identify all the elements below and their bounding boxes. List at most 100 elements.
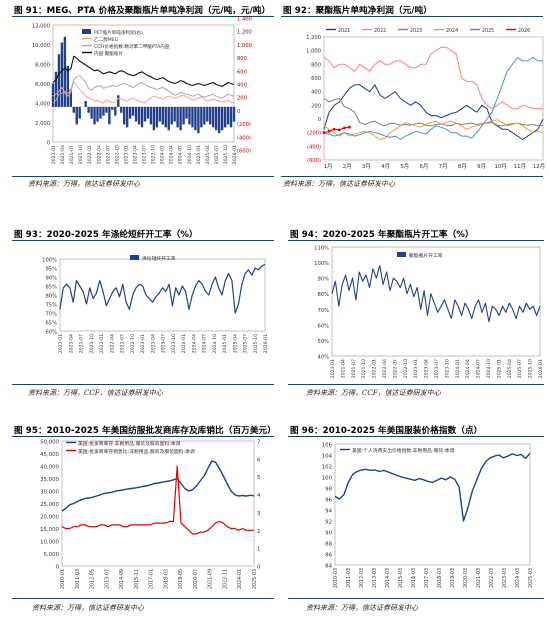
x-tick-label: 10月: [495, 163, 507, 170]
x-tick-label: 11月: [514, 163, 526, 170]
x-tick-label: 2010-01: [60, 569, 66, 589]
legend-label: 乙二醇MEG: [94, 36, 119, 43]
y-tick-label: 40,000: [40, 465, 59, 471]
y-tick-label: 12,000: [32, 24, 50, 30]
legend-swatch: [397, 252, 406, 257]
y-tick-label: (200): [237, 122, 251, 128]
y-tick-label: 2: [257, 529, 260, 535]
x-tick-label: 2022-04: [109, 334, 115, 353]
x-tick-label: 2021-10: [78, 145, 84, 164]
x-tick-label: 2018-03: [437, 568, 443, 588]
x-tick-label: 2026-01: [263, 334, 269, 353]
source-rule: [288, 598, 544, 599]
figure-title: 图 94：2020-2025 年聚酯瓶片开工率（%）: [290, 230, 474, 240]
legend-label: 2023: [410, 28, 422, 34]
y-tick-label: 60%: [45, 330, 57, 336]
y-tick-label: 100: [322, 476, 333, 482]
series-line-apparel-price-index: [334, 452, 531, 522]
y-tick-label: 100%: [42, 258, 57, 264]
figure-title: 图 91：MEG、PTA 价格及聚酯瓶片单吨净利润（元/吨，元/吨）: [14, 6, 271, 16]
y-tick-label: 6,000: [35, 82, 50, 88]
legend-label: 聚酯瓶片开工率: [409, 252, 443, 259]
source-rule: [288, 384, 544, 385]
x-tick-label: 9月: [477, 163, 486, 170]
x-tick-label: 2025-07: [214, 145, 220, 164]
series-line-staple-fiber: [59, 263, 266, 314]
title-rule: [281, 16, 543, 17]
y-tick-label: 3: [257, 511, 260, 517]
series-line-bottle-chip: [331, 265, 541, 323]
x-tick-label: 2025-01: [196, 145, 202, 164]
y-tick-label: 10,000: [32, 43, 50, 49]
y-tick-label: 7: [257, 440, 260, 446]
y-tick-label: 90%: [45, 276, 57, 282]
x-tick-label: 2022-04: [382, 359, 388, 378]
x-tick-label: 2021-04: [60, 145, 66, 164]
x-tick-label: 2021-07: [69, 145, 75, 164]
x-tick-label: 2025-04: [205, 145, 211, 164]
y-tick-label: (400): [237, 135, 251, 141]
y-tick-label: 90: [325, 531, 332, 537]
y-tick-label: 1,400: [237, 17, 252, 23]
y-tick-label: 25,000: [40, 502, 59, 508]
x-tick-label: 2020-03: [463, 568, 469, 588]
x-tick-label: 2023-04: [132, 145, 138, 164]
y-tick-label: 2,000: [35, 121, 50, 127]
x-tick-label: 1月: [324, 163, 333, 170]
series-line-meg: [52, 81, 235, 104]
x-tick-label: 2015-11: [134, 569, 140, 589]
title-rule: [288, 240, 544, 241]
x-tick-label: 2011-03: [75, 569, 81, 589]
x-tick-label: 2011-03: [346, 568, 352, 588]
x-tick-label: 2019-05: [178, 569, 184, 589]
source-rule: [12, 598, 274, 599]
x-tick-label: 2022-03: [489, 568, 495, 588]
source-note: 资料来源：万得，CCF，信达证券研发中心: [306, 389, 441, 397]
x-tick-label: 2021-09: [208, 569, 214, 589]
y-tick-label: 84: [325, 564, 332, 570]
x-tick-label: 2023-10: [171, 334, 177, 353]
x-tick-label: 2024-01: [237, 569, 243, 589]
y-tick-label: 8,000: [35, 63, 50, 69]
x-tick-label: 2022-07: [392, 359, 398, 378]
x-tick-label: 2017-03: [424, 568, 430, 588]
x-tick-label: 2015-03: [398, 568, 404, 588]
series-line-pet: [52, 55, 235, 87]
plot-frame: [331, 246, 541, 357]
source-note: 资料来源：万得，CCF，信达证券研发中心: [28, 389, 163, 397]
x-tick-label: 2025-04: [507, 359, 513, 378]
x-tick-label: 2021-03: [476, 568, 482, 588]
figure-title: 图 96：2010-2025 年美国服装价格指数（点）: [290, 426, 483, 436]
source-rule: [12, 384, 274, 385]
y-tick-label: 600: [311, 76, 321, 82]
y-tick-label: 110%: [314, 246, 329, 252]
legend-label: 2025: [482, 28, 494, 34]
y-tick-label: 10,000: [40, 540, 59, 546]
legend-label: 美国:批发商库存销售比:非耐用品:服装及服装面料:季调: [78, 448, 195, 455]
x-tick-label: 2023-01: [413, 359, 419, 378]
x-tick-label: 2022-01: [372, 359, 378, 378]
y-tick-label: 50,000: [40, 440, 59, 446]
x-tick-label: 2024-04: [465, 359, 471, 378]
figure-title: 图 95：2010-2025 年美国纺服批发商库存及库销比（百万美元）: [14, 426, 276, 436]
y-tick-label: 1,000: [306, 49, 321, 55]
y-tick-label: 4,000: [35, 102, 50, 108]
y-tick-label: 800: [237, 56, 247, 62]
x-tick-label: 2022-10: [403, 359, 409, 378]
legend-label: 涤纶短纤开工率: [142, 255, 176, 262]
x-tick-label: 2010-03: [333, 568, 339, 588]
x-tick-label: 2014-09: [119, 569, 125, 589]
x-tick-label: 2024-01: [455, 359, 461, 378]
x-tick-label: 2025-07: [243, 334, 249, 353]
legend-label: PET瓶片单吨净利润(右): [94, 29, 143, 36]
series-line-inventory-sales-ratio: [61, 465, 254, 535]
title-rule: [12, 16, 274, 17]
y-tick-label: 200: [237, 96, 247, 102]
x-tick-label: 2025-07: [517, 359, 523, 378]
x-tick-label: 2020-07: [193, 569, 199, 589]
y-tick-label: 92: [325, 520, 332, 526]
y-tick-label: 0: [56, 565, 60, 571]
x-tick-label: 2021-07: [351, 359, 357, 378]
x-tick-label: 2024-07: [202, 334, 208, 353]
